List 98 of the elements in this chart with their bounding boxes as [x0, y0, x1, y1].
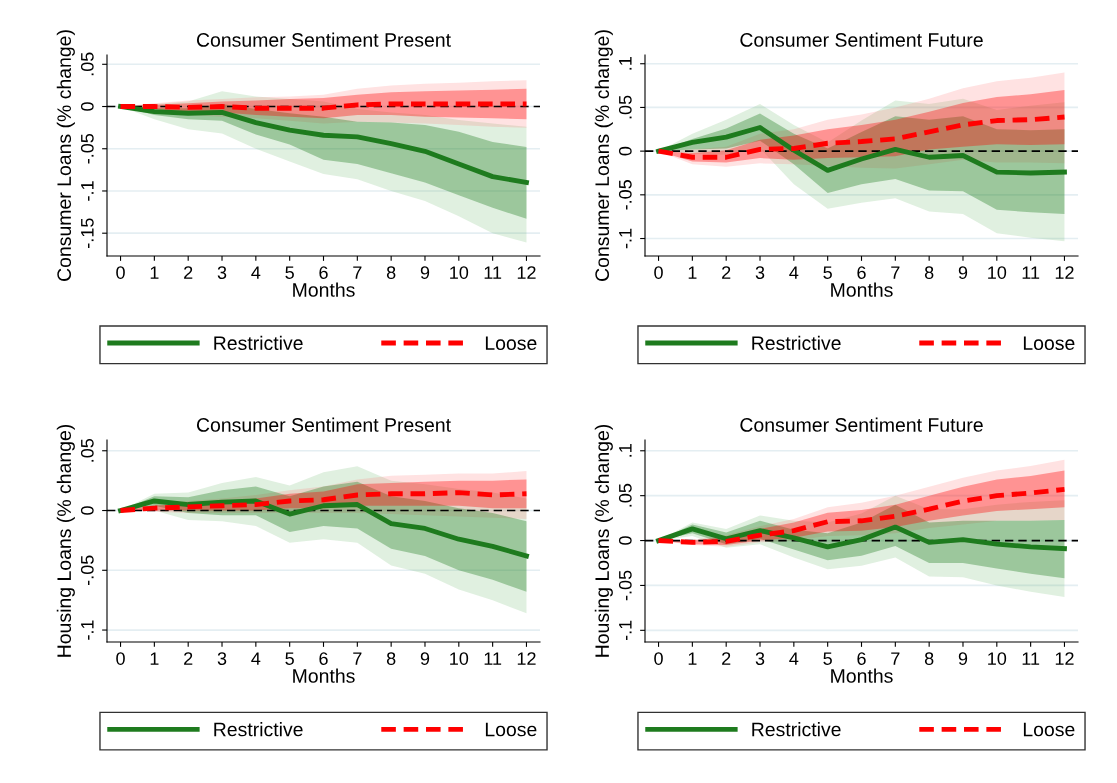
y-tick-label: -.05 — [80, 133, 94, 164]
x-tick-label: 4 — [789, 652, 799, 665]
x-tick-label: 2 — [722, 652, 731, 665]
y-tick-label: 0 — [618, 146, 632, 156]
legend-label: Restrictive — [752, 335, 841, 351]
line-series — [118, 104, 529, 185]
x-axis-title: Months — [293, 282, 355, 297]
x-tick-label: 11 — [1022, 652, 1040, 665]
x-tick-label: 12 — [517, 652, 536, 665]
x-tick-label: 8 — [924, 266, 934, 279]
x-tick-label: 4 — [789, 266, 799, 279]
x-tick-label: 2 — [184, 266, 193, 279]
line-series — [656, 524, 1067, 552]
x-tick-label: 10 — [450, 652, 469, 665]
x-tick-label: 9 — [958, 266, 968, 279]
legend-label: Restrictive — [752, 722, 841, 737]
y-tick-label: 0 — [80, 102, 94, 111]
x-tick-label: 7 — [891, 652, 900, 665]
x-tick-label: 9 — [958, 652, 968, 665]
x-tick-label: 12 — [517, 266, 536, 279]
y-tick-label: .1 — [619, 444, 632, 457]
line-series — [118, 498, 529, 559]
x-tick-label: 6 — [319, 652, 328, 665]
y-axis-title: Consumer Loans (% change) — [594, 30, 613, 281]
x-tick-label: 0 — [654, 652, 663, 665]
chart-title: Consumer Sentiment Present — [196, 417, 451, 432]
x-tick-label: 5 — [823, 266, 832, 279]
x-tick-label: 8 — [386, 266, 396, 279]
y-tick-label: -.05 — [618, 180, 632, 210]
x-tick-label: 5 — [823, 652, 832, 665]
x-tick-label: 8 — [386, 652, 396, 665]
x-tick-label: 12 — [1055, 652, 1074, 665]
legend-label: Loose — [1023, 336, 1075, 351]
x-tick-label: 1 — [150, 652, 159, 665]
y-tick-label: -.05 — [618, 570, 632, 601]
y-tick-label: -.05 — [80, 555, 94, 586]
x-tick-label: 10 — [450, 266, 469, 279]
y-tick-label: -.15 — [81, 218, 94, 248]
x-tick-label: 12 — [1055, 266, 1074, 279]
x-tick-label: 1 — [150, 266, 159, 279]
y-tick-label: .05 — [618, 95, 632, 119]
y-tick-label: 0 — [80, 506, 94, 515]
x-tick-label: 10 — [988, 266, 1007, 279]
x-tick-label: 10 — [988, 652, 1007, 665]
x-tick-label: 11 — [1022, 266, 1040, 279]
x-tick-label: 2 — [722, 266, 731, 279]
y-tick-label: .05 — [80, 438, 94, 462]
x-tick-label: 6 — [857, 266, 866, 279]
legend-label: Restrictive — [214, 335, 303, 351]
x-tick-label: 11 — [484, 652, 502, 665]
x-tick-label: 7 — [891, 266, 900, 279]
y-tick-label: -.1 — [81, 620, 94, 640]
legend-label: Loose — [485, 336, 537, 351]
line-series — [656, 114, 1067, 160]
chart-title: Consumer Sentiment Present — [196, 32, 451, 47]
x-tick-label: 5 — [285, 652, 294, 665]
y-tick-label: -.1 — [619, 228, 632, 249]
x-tick-label: 1 — [688, 652, 697, 665]
x-tick-label: 7 — [353, 266, 362, 279]
y-axis-title: Housing Loans (% change) — [594, 424, 613, 657]
legend-label: Loose — [485, 722, 537, 737]
chart-title: Consumer Sentiment Future — [740, 32, 983, 47]
x-tick-label: 0 — [654, 266, 663, 279]
line-series — [656, 125, 1067, 176]
legend-label: Loose — [1023, 722, 1075, 737]
x-tick-label: 9 — [420, 266, 430, 279]
y-axis-title: Housing Loans (% change) — [56, 424, 75, 657]
y-tick-label: .05 — [80, 52, 94, 76]
x-tick-label: 5 — [285, 266, 294, 279]
x-tick-label: 9 — [420, 652, 430, 665]
y-tick-label: -.1 — [619, 620, 632, 641]
x-axis-title: Months — [831, 282, 893, 297]
x-tick-label: 6 — [857, 652, 866, 665]
y-tick-label: 0 — [618, 536, 632, 545]
x-tick-label: 0 — [116, 652, 125, 665]
x-tick-label: 4 — [251, 266, 261, 279]
x-axis-title: Months — [293, 668, 355, 683]
x-tick-label: 3 — [217, 266, 227, 279]
x-tick-label: 7 — [353, 652, 362, 665]
x-tick-label: 11 — [484, 266, 502, 279]
x-axis-title: Months — [831, 668, 893, 683]
line-series — [656, 486, 1067, 545]
x-tick-label: 3 — [755, 266, 765, 279]
x-tick-label: 4 — [251, 652, 261, 665]
chart-title: Consumer Sentiment Future — [740, 417, 983, 432]
y-axis-title: Consumer Loans (% change) — [56, 30, 75, 281]
x-tick-label: 2 — [184, 652, 193, 665]
x-tick-label: 0 — [116, 266, 125, 279]
x-tick-label: 1 — [688, 266, 697, 279]
y-tick-label: -.1 — [81, 181, 94, 201]
x-tick-label: 6 — [319, 266, 328, 279]
x-tick-label: 3 — [755, 652, 765, 665]
x-tick-label: 3 — [217, 652, 227, 665]
line-series — [118, 490, 529, 513]
legend-label: Restrictive — [214, 722, 303, 737]
y-tick-label: .05 — [618, 483, 632, 507]
x-tick-label: 8 — [924, 652, 934, 665]
y-tick-label: .1 — [619, 57, 632, 70]
